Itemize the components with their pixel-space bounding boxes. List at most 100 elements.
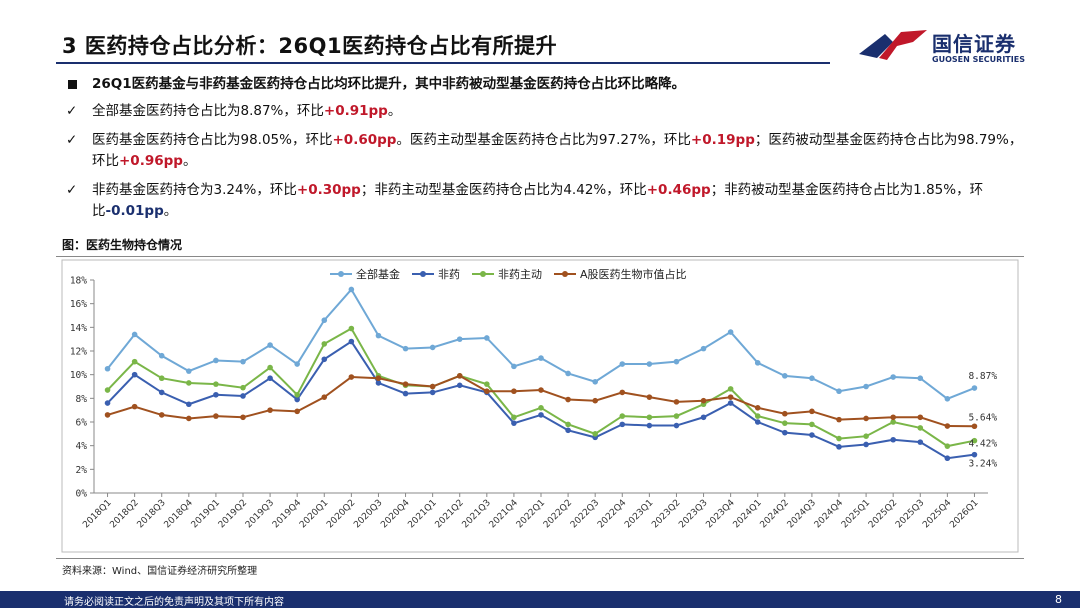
page-number: 8 <box>1055 593 1062 606</box>
series-line <box>106 287 975 400</box>
disclaimer-text: 请务必阅读正文之后的免责声明及其项下所有内容 <box>64 597 284 608</box>
x-tick-label: 2022Q2 <box>542 498 574 530</box>
square-bullet-icon <box>68 80 77 89</box>
data-point <box>619 421 626 428</box>
data-point <box>348 286 355 293</box>
data-point <box>646 394 653 400</box>
data-point <box>754 419 761 425</box>
bullet-text: 非药基金医药持仓为3.24%，环比 <box>92 182 297 198</box>
data-point <box>727 394 734 400</box>
bullet-text: 。 <box>387 103 402 119</box>
data-point <box>131 371 138 378</box>
x-tick-label: 2019Q1 <box>190 498 222 530</box>
data-point <box>538 405 544 411</box>
data-point <box>456 373 463 379</box>
data-point <box>321 317 328 324</box>
data-point <box>944 443 951 449</box>
data-point <box>158 412 165 418</box>
data-point <box>294 396 300 403</box>
legend-swatch-dot <box>480 271 486 277</box>
company-logo: 国信证券 GUOSEN SECURITIES <box>857 24 1037 68</box>
x-tick-label: 2025Q3 <box>894 498 926 530</box>
data-point <box>104 400 111 406</box>
x-tick-label: 2018Q2 <box>108 498 140 530</box>
x-tick-label: 2026Q1 <box>948 498 980 530</box>
data-point <box>348 338 355 345</box>
data-point <box>592 431 598 437</box>
data-point <box>484 381 490 387</box>
data-point <box>809 432 815 438</box>
data-point <box>267 407 273 413</box>
data-point <box>836 444 842 450</box>
data-point <box>294 408 300 415</box>
y-tick-label: 6% <box>76 418 88 429</box>
x-tick-label: 2019Q3 <box>244 498 276 530</box>
y-tick-label: 8% <box>76 394 88 405</box>
bullet-text: ；非药被动型基金医药持仓占比为1.85%，环比 <box>92 182 984 219</box>
data-point <box>267 342 273 348</box>
data-point <box>186 415 192 422</box>
data-point <box>836 388 842 395</box>
title-rule <box>56 62 830 64</box>
data-point <box>646 414 653 421</box>
data-point <box>890 419 896 425</box>
x-tick-label: 2018Q3 <box>136 498 168 530</box>
change-value: +0.91pp <box>323 103 388 119</box>
data-point <box>863 383 869 390</box>
series-line <box>107 374 975 428</box>
data-point <box>646 361 653 367</box>
data-point <box>700 397 707 404</box>
data-point <box>186 401 192 408</box>
y-tick-label: 10% <box>70 370 87 381</box>
data-point <box>402 381 409 387</box>
bullet-main-text: 26Q1医药基金与非药基金医药持仓占比均环比提升，其中非药被动型基金医药持仓占比… <box>92 76 686 92</box>
data-point <box>890 414 896 421</box>
bullet-text: 全部基金医药持仓占比为8.87%，环比 <box>92 103 324 119</box>
data-point <box>863 415 869 422</box>
data-point <box>673 399 680 405</box>
data-point <box>294 391 300 398</box>
data-point <box>700 414 707 421</box>
data-point <box>971 385 978 391</box>
x-tick-label: 2023Q4 <box>704 498 737 531</box>
data-point <box>104 365 111 372</box>
chart-frame <box>61 259 1019 553</box>
x-tick-label: 2023Q1 <box>623 498 655 530</box>
data-point <box>240 414 246 421</box>
data-point <box>782 429 788 436</box>
x-tick-label: 2019Q4 <box>271 498 304 531</box>
data-point <box>511 414 517 421</box>
x-tick-label: 2018Q4 <box>163 498 196 531</box>
data-point <box>809 408 815 415</box>
data-point <box>619 389 626 396</box>
data-point <box>917 414 924 421</box>
x-tick-label: 2024Q4 <box>813 498 846 531</box>
data-point <box>511 363 517 370</box>
source-note: 资料来源：Wind、国信证券经济研究所整理 <box>62 566 258 577</box>
change-value: +0.60pp <box>332 132 397 148</box>
data-point <box>429 383 436 390</box>
data-point <box>917 425 924 431</box>
bullet-text: 医药基金医药持仓占比为98.05%，环比 <box>92 132 333 148</box>
figure-caption: 图：医药生物持仓情况 <box>62 238 183 252</box>
data-point <box>565 396 571 403</box>
data-point <box>782 373 788 379</box>
bullet-text: 。 <box>163 203 178 219</box>
legend-swatch-dot <box>338 271 344 277</box>
change-value: +0.46pp <box>646 182 711 198</box>
data-point <box>971 423 978 430</box>
data-point <box>944 396 951 402</box>
data-point <box>782 420 788 426</box>
x-tick-label: 2025Q4 <box>921 498 954 531</box>
x-tick-label: 2024Q2 <box>759 498 791 530</box>
bullet-main: 26Q1医药基金与非药基金医药持仓占比均环比提升，其中非药被动型基金医药持仓占比… <box>62 74 1032 95</box>
y-tick-label: 18% <box>70 276 87 287</box>
end-value-label: 5.64% <box>968 412 997 423</box>
logo-text-en: GUOSEN SECURITIES <box>932 55 1025 64</box>
y-tick-label: 12% <box>70 347 87 358</box>
chart-svg: 0%2%4%6%8%10%12%14%16%18%2018Q12018Q2201… <box>61 259 1019 553</box>
data-point <box>402 390 409 397</box>
change-value: +0.19pp <box>690 132 755 148</box>
data-point <box>131 403 138 410</box>
y-tick-label: 2% <box>76 465 88 476</box>
